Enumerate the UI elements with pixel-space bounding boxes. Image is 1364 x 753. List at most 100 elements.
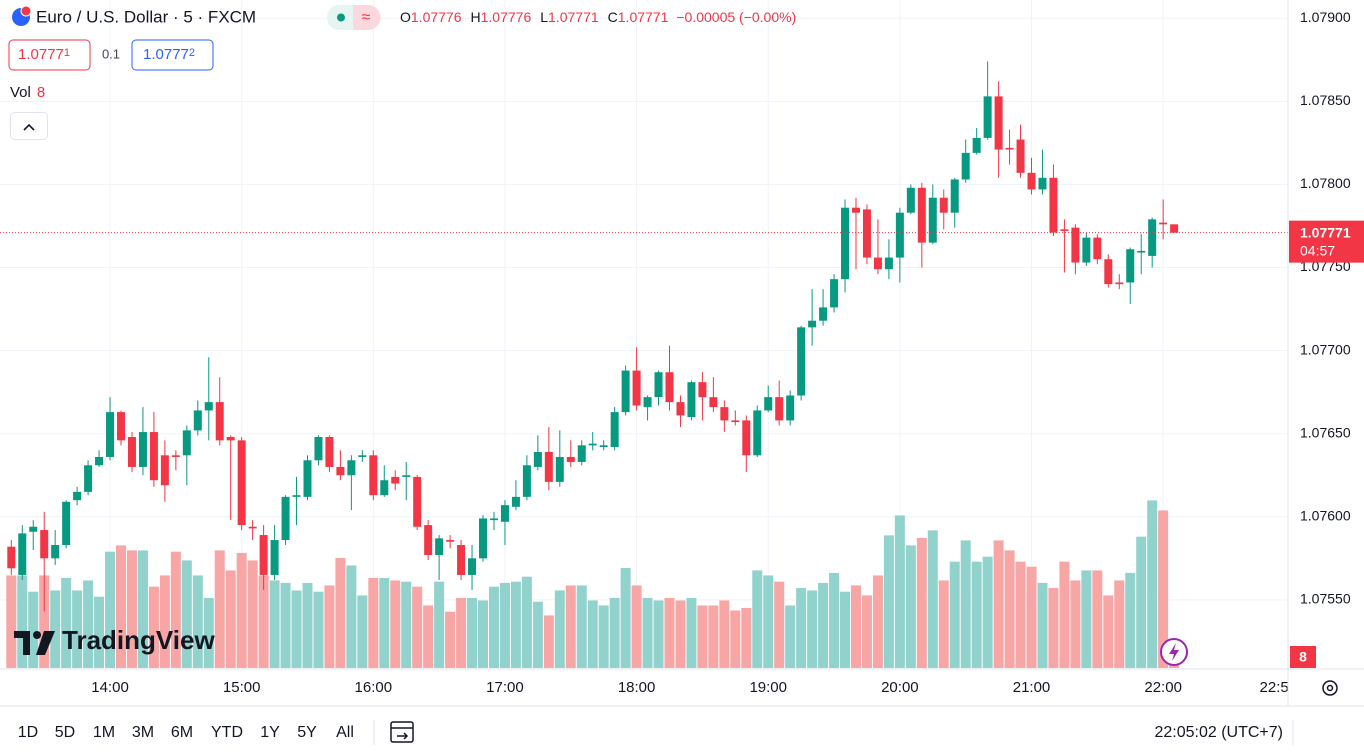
sell-button[interactable]: 1.07771 <box>8 39 91 71</box>
volume-layer <box>6 500 1180 668</box>
volume-bar <box>565 585 576 668</box>
range-button[interactable]: 6M <box>171 724 193 741</box>
candle-body <box>193 410 202 431</box>
y-tick-label: 1.07600 <box>1300 507 1351 523</box>
candle-body <box>1104 259 1113 285</box>
candle-body <box>939 197 948 213</box>
volume-bar <box>829 572 840 668</box>
candle-body <box>742 420 751 456</box>
settings-button[interactable] <box>1322 680 1338 696</box>
volume-bar <box>61 577 72 668</box>
range-button[interactable]: 1Y <box>260 724 280 741</box>
range-button[interactable]: 3M <box>132 724 154 741</box>
volume-bar <box>883 535 894 668</box>
volume-bar <box>488 586 499 668</box>
candle-body <box>610 412 619 447</box>
candle-body <box>424 525 433 556</box>
volume-bar <box>752 570 763 668</box>
volume-tag <box>1290 646 1316 668</box>
candle-body <box>1027 172 1036 190</box>
buy-button[interactable]: 1.07772 <box>131 39 214 71</box>
volume-bar <box>236 552 247 668</box>
volume-bar <box>905 545 916 668</box>
volume-bar <box>1103 595 1114 668</box>
range-button[interactable]: 5D <box>55 724 75 741</box>
volume-bar <box>390 580 401 668</box>
candle-body <box>500 505 509 522</box>
candle-body <box>127 437 136 467</box>
candle-body <box>544 451 553 482</box>
range-button[interactable]: 1M <box>93 724 115 741</box>
volume-bar <box>445 611 456 668</box>
candle-body <box>632 370 641 406</box>
lightning-button[interactable] <box>1160 638 1188 666</box>
volume-bar <box>916 537 927 668</box>
candle-body <box>720 407 729 421</box>
volume-bar <box>949 561 960 668</box>
candle-body <box>994 96 1003 150</box>
volume-bar <box>313 591 324 668</box>
x-tick-label: 22:50 <box>1260 679 1298 696</box>
collapse-button[interactable] <box>10 112 48 140</box>
candle-body <box>380 480 389 496</box>
candle-body <box>599 445 608 447</box>
buy-pip: 2 <box>189 47 195 59</box>
volume-bar <box>225 570 236 668</box>
candle-body <box>259 535 268 575</box>
range-button[interactable]: 5Y <box>297 724 317 741</box>
volume-bar <box>982 556 993 668</box>
range-button[interactable]: All <box>336 724 354 741</box>
status-pill[interactable]: ≈ <box>327 5 381 30</box>
x-tick-label: 21:00 <box>1013 679 1051 696</box>
volume-bar <box>1048 587 1059 668</box>
volume-bar <box>971 561 982 668</box>
volume-bar <box>1114 580 1125 668</box>
candle-body <box>731 420 740 423</box>
candle-body <box>972 137 981 153</box>
candle-body <box>1005 147 1014 150</box>
volume-bar <box>763 575 774 668</box>
volume-bar <box>1004 550 1015 668</box>
candle-body <box>160 455 169 486</box>
volume-bar <box>554 590 565 668</box>
candle-body <box>226 437 235 441</box>
volume-bar <box>609 597 620 668</box>
range-button[interactable]: 1D <box>18 724 38 741</box>
date-range-button[interactable] <box>390 721 414 743</box>
volume-bar <box>499 582 510 668</box>
volume-bar <box>346 565 357 668</box>
volume-bar <box>192 575 203 668</box>
volume-legend-label: Vol <box>10 84 31 101</box>
volume-bar <box>214 550 225 668</box>
candle-body <box>1148 219 1157 256</box>
ohlc-letter: C <box>608 9 618 25</box>
volume-bar <box>6 575 17 668</box>
range-button[interactable]: YTD <box>211 724 243 741</box>
candle-body <box>1170 224 1179 233</box>
candle-body <box>95 456 104 466</box>
volume-bar <box>247 560 258 668</box>
candle-body <box>358 455 367 457</box>
y-tick-label: 1.07800 <box>1300 175 1351 191</box>
volume-bar <box>653 600 664 668</box>
candle-body <box>171 455 180 457</box>
candle-body <box>797 327 806 396</box>
volume-legend: Vol 8 <box>10 84 45 101</box>
candle-body <box>1159 222 1168 225</box>
candle-body <box>928 197 937 243</box>
candle-body <box>961 152 970 180</box>
ohlc-letter: H <box>471 9 481 25</box>
volume-bar <box>741 607 752 668</box>
sell-pip: 1 <box>64 47 70 59</box>
y-tick-label: 1.07850 <box>1300 92 1351 108</box>
volume-bar <box>28 591 39 668</box>
volume-bar <box>423 605 434 668</box>
overlay: 1.075501.076001.076501.077001.077501.078… <box>0 9 1364 696</box>
volume-bar <box>126 550 137 668</box>
candle-body <box>1093 237 1102 260</box>
candle-body <box>687 382 696 418</box>
ohlc-value: 1.07776 <box>481 9 532 25</box>
volume-bar <box>94 596 105 668</box>
ohlc-readout: O1.07776 H1.07776 L1.07771 C1.07771 −0.00005… <box>400 9 796 25</box>
volume-bar <box>302 582 313 668</box>
